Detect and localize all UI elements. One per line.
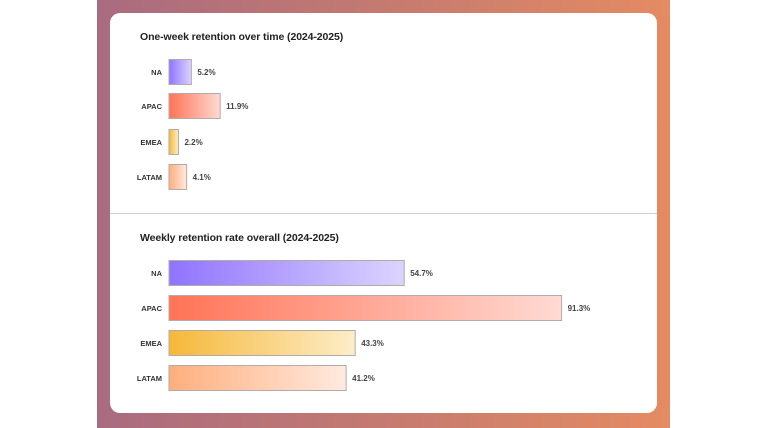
category-label: LATAM — [137, 374, 162, 383]
bar-na — [168, 260, 405, 286]
category-label: NA — [151, 68, 162, 77]
chart-title-one-week: One-week retention over time (2024-2025) — [140, 31, 344, 43]
category-label: NA — [151, 269, 162, 278]
value-label: 2.2% — [184, 138, 202, 147]
category-label: APAC — [141, 304, 162, 313]
bar-apac — [168, 93, 221, 119]
value-label: 11.9% — [226, 102, 248, 111]
value-label: 91.3% — [568, 304, 591, 313]
divider — [110, 213, 657, 214]
bar-na — [168, 59, 192, 85]
category-label: LATAM — [137, 173, 162, 182]
chart-title-weekly: Weekly retention rate overall (2024-2025… — [140, 232, 339, 244]
bar-apac — [168, 295, 563, 321]
category-label: EMEA — [140, 339, 162, 348]
bar-emea — [168, 330, 356, 356]
value-label: 54.7% — [410, 269, 433, 278]
bar-emea — [168, 129, 179, 155]
value-label: 41.2% — [352, 374, 375, 383]
category-label: APAC — [141, 102, 162, 111]
bar-latam — [168, 365, 347, 391]
category-label: EMEA — [140, 138, 162, 147]
value-label: 4.1% — [193, 173, 211, 182]
value-label: 5.2% — [197, 68, 215, 77]
value-label: 43.3% — [361, 339, 384, 348]
bar-latam — [168, 164, 188, 190]
